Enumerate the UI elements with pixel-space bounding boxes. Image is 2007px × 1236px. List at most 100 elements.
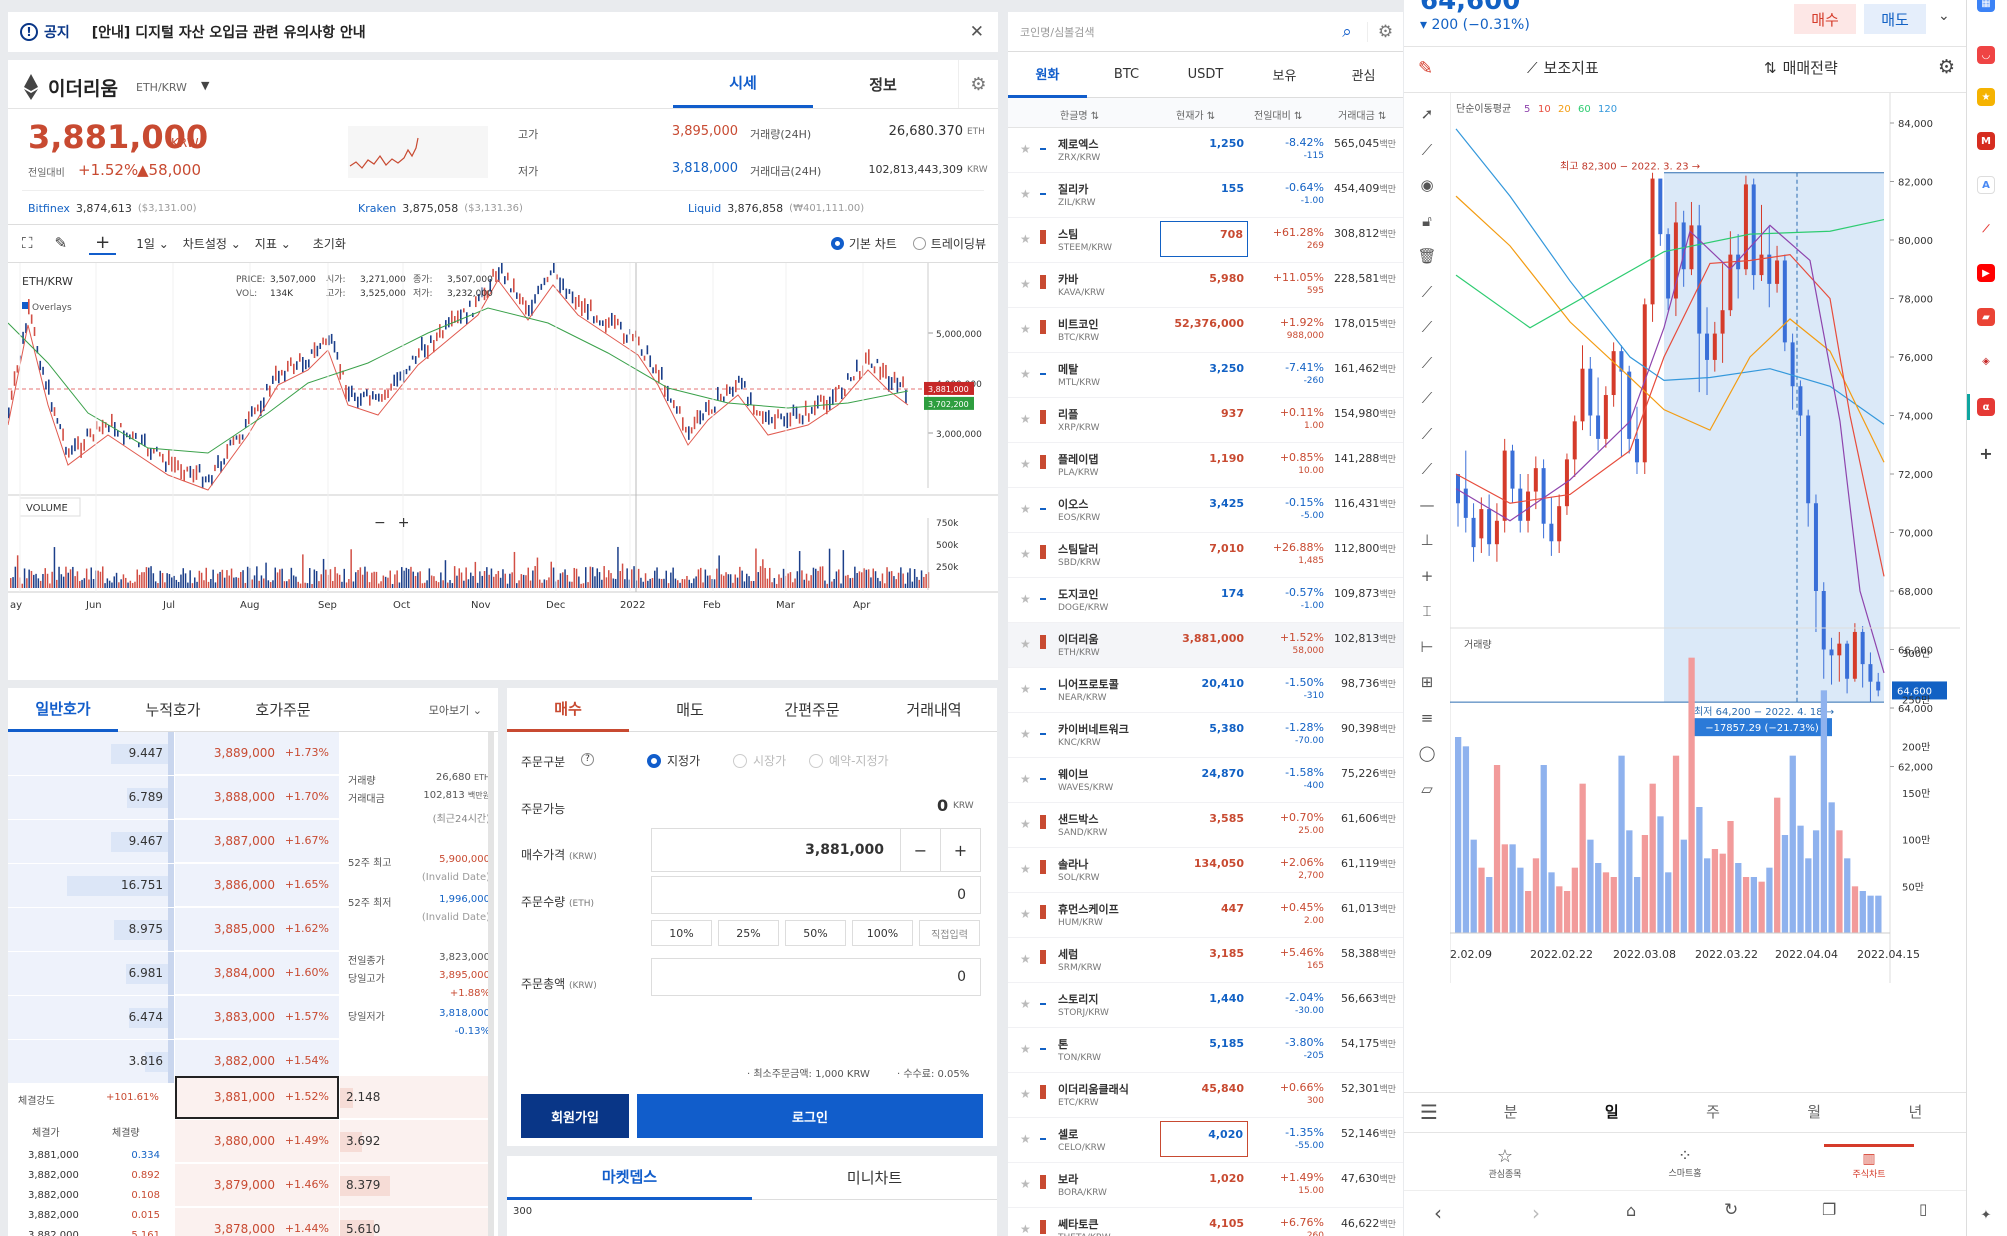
indicator-tab[interactable]: ⟋ 보조지표 [1527,58,1599,78]
market-row[interactable]: ★ 보라 BORA/KRW 1,020 +1.49% 15.00 47,630백… [1008,1163,1403,1208]
gear-icon[interactable]: ⚙ [958,60,998,108]
col-name-sort[interactable]: 한글명 ⇅ [1060,111,1100,122]
crosshair-icon[interactable]: + [89,232,117,255]
cross-icon[interactable]: + [1420,566,1434,585]
rectangle-icon[interactable]: ▱ [1421,779,1433,798]
tab-simple-order[interactable]: 간편주문 [784,701,840,719]
nav-stock-chart[interactable]: ▥ 주식차트 [1824,1144,1914,1180]
star-app-icon[interactable]: ★ [1977,88,1995,106]
circle-icon[interactable]: ◯ [1418,744,1436,762]
pct-50-button[interactable]: 50% [785,920,846,946]
horizontal-line-icon[interactable]: — [1419,495,1435,514]
text-icon[interactable]: ⌶ [1422,602,1432,620]
coin-dropdown-icon[interactable]: ▼ [201,79,210,92]
pin-icon[interactable]: ✦ [1977,1206,1995,1224]
login-button[interactable]: 로그인 [637,1094,983,1138]
market-search-input[interactable]: 코인명/심볼검색 [1020,25,1095,39]
market-row[interactable]: ★ 셀로 CELO/KRW 4,020 -1.35% -55.00 52,146… [1008,1118,1403,1163]
parallel-icon[interactable]: ⟋ [1421,389,1433,407]
tab-info[interactable]: 정보 [869,75,897,94]
col-price-sort[interactable]: 현재가 ⇅ [1176,111,1216,122]
tab-krw[interactable]: 원화 [1008,52,1087,98]
tab-sell[interactable]: 매도 [676,701,704,719]
cursor-icon[interactable]: ➚ [1420,105,1434,123]
reserve-radio[interactable]: 예약-지정가 [809,752,889,769]
nav-smarthome[interactable]: ⁘ 스마트홈 [1640,1146,1730,1179]
price-decrease-button[interactable]: − [900,829,940,871]
tab-usdt[interactable]: USDT [1187,67,1224,82]
mobile-buy-button[interactable]: 매수 [1794,4,1856,34]
tab-orderbook-order[interactable]: 호가주문 [255,701,311,719]
favorite-star-icon[interactable]: ★ [1020,1042,1031,1056]
limit-radio[interactable]: 지정가 [647,752,700,769]
market-row[interactable]: ★ 세럼 SRM/KRW 3,185 +5.46% 165 58,388백만 [1008,938,1403,983]
favorite-star-icon[interactable]: ★ [1020,862,1031,876]
refresh-icon[interactable]: ↻ [1724,1200,1739,1220]
back-icon[interactable]: ‹ [1434,1201,1442,1225]
chart-zoom[interactable]: − + [374,515,409,531]
ask-row[interactable]: 8.975 3,885,000 +1.62% [8,908,498,952]
tab-orderbook-general[interactable]: 일반호가 [8,688,118,732]
home-icon[interactable]: ⌂ [1626,1201,1637,1220]
market-row[interactable]: ★ 니어프로토콜 NEAR/KRW 20,410 -1.50% -310 98,… [1008,668,1403,713]
alpha-icon[interactable]: α [1977,398,1995,416]
signup-button[interactable]: 회원가입 [521,1094,629,1138]
tab-price[interactable]: 시세 [673,60,813,108]
favorite-star-icon[interactable]: ★ [1020,277,1031,291]
favorite-star-icon[interactable]: ★ [1020,1177,1031,1191]
vertical-line-icon[interactable]: ⊥ [1420,531,1434,549]
price-chart[interactable]: 5,000,0004,000,0003,000,0003,881,0003,70… [8,263,998,680]
market-row[interactable]: ★ 웨이브 WAVES/KRW 24,870 -1.58% -400 75,22… [1008,758,1403,803]
tab-orderbook-cumulative[interactable]: 누적호가 [145,701,201,719]
pct-100-button[interactable]: 100% [852,920,913,946]
add-icon[interactable]: + [1977,444,1995,463]
polyline-icon[interactable]: ⟋ [1421,460,1433,478]
bid-row[interactable]: 3,881,000 +1.52% 2.148 [8,1076,498,1120]
bid-row[interactable]: 3,880,000 +1.49% 3.692 [8,1120,498,1164]
tab-mini-chart[interactable]: 미니차트 [846,1169,903,1187]
pct-25-button[interactable]: 25% [718,920,779,946]
market-row[interactable]: ★ 이더리움 ETH/KRW 3,881,000 +1.52% 58,000 1… [1008,623,1403,668]
notice-bar[interactable]: ! 공지 [안내] 디지털 자산 오입금 관련 유의사항 안내 ✕ [8,12,998,52]
draw-pen-icon[interactable]: ✎ [1418,58,1434,79]
favorite-star-icon[interactable]: ★ [1020,817,1031,831]
market-row[interactable]: ★ 질리카 ZIL/KRW 155 -0.64% -1.00 454,409백만 [1008,173,1403,218]
period-tab[interactable]: 분 [1503,1102,1518,1121]
measure-icon[interactable]: ⊢ [1420,637,1434,656]
tab-history[interactable]: 거래내역 [906,701,962,719]
favorite-star-icon[interactable]: ★ [1020,187,1031,201]
bid-row[interactable]: 3,878,000 +1.44% 5.610 [8,1208,498,1236]
favorite-star-icon[interactable]: ★ [1020,232,1031,246]
favorite-star-icon[interactable]: ★ [1020,907,1031,921]
channel-icon[interactable]: ⟋ [1421,424,1433,443]
market-row[interactable]: ★ 쎄타토큰 THETA/KRW 4,105 +6.76% 260 46,622… [1008,1208,1403,1236]
mobile-candle-chart[interactable]: 84,000 82,000 80,000 78,000 76,000 74,000 72,0… [1450,93,1966,1093]
help-icon[interactable]: ? [581,753,594,766]
calendar-icon[interactable]: ▦ [1977,0,1995,12]
mail-icon[interactable]: M [1977,132,1995,150]
period-tab[interactable]: 월 [1807,1102,1822,1121]
chat-icon[interactable]: ▰ [1977,308,1995,326]
market-row[interactable]: ★ 이더리움클래식 ETC/KRW 45,840 +0.66% 300 52,3… [1008,1073,1403,1118]
tabs-icon[interactable]: ❐ [1822,1200,1837,1219]
gear-icon[interactable]: ⚙ [1367,21,1403,42]
tab-buy[interactable]: 매수 [507,688,629,732]
tab-btc[interactable]: BTC [1113,67,1140,82]
favorite-star-icon[interactable]: ★ [1020,547,1031,561]
interval-select[interactable]: 1일 ⌄ [136,236,169,251]
menu-icon[interactable]: ☰ [1420,1100,1438,1124]
favorite-star-icon[interactable]: ★ [1020,322,1031,336]
market-row[interactable]: ★ 이오스 EOS/KRW 3,425 -0.15% -5.00 116,431… [1008,488,1403,533]
tab-holding[interactable]: 보유 [1272,69,1297,84]
ask-row[interactable]: 9.447 3,889,000 +1.73% [8,732,498,776]
forward-icon[interactable]: › [1532,1201,1540,1225]
favorite-star-icon[interactable]: ★ [1020,142,1031,156]
indicators-menu[interactable]: 지표 ⌄ [254,236,291,251]
price-input[interactable]: 3,881,000 − + [651,828,981,872]
period-tab[interactable]: 일 [1604,1102,1619,1121]
favorite-star-icon[interactable]: ★ [1020,997,1031,1011]
market-row[interactable]: ★ 플레이댑 PLA/KRW 1,190 +0.85% 10.00 141,28… [1008,443,1403,488]
chart-settings-menu[interactable]: 차트설정 ⌄ [182,236,241,251]
close-icon[interactable]: ✕ [969,22,984,42]
translate-icon[interactable]: A [1977,176,1995,194]
